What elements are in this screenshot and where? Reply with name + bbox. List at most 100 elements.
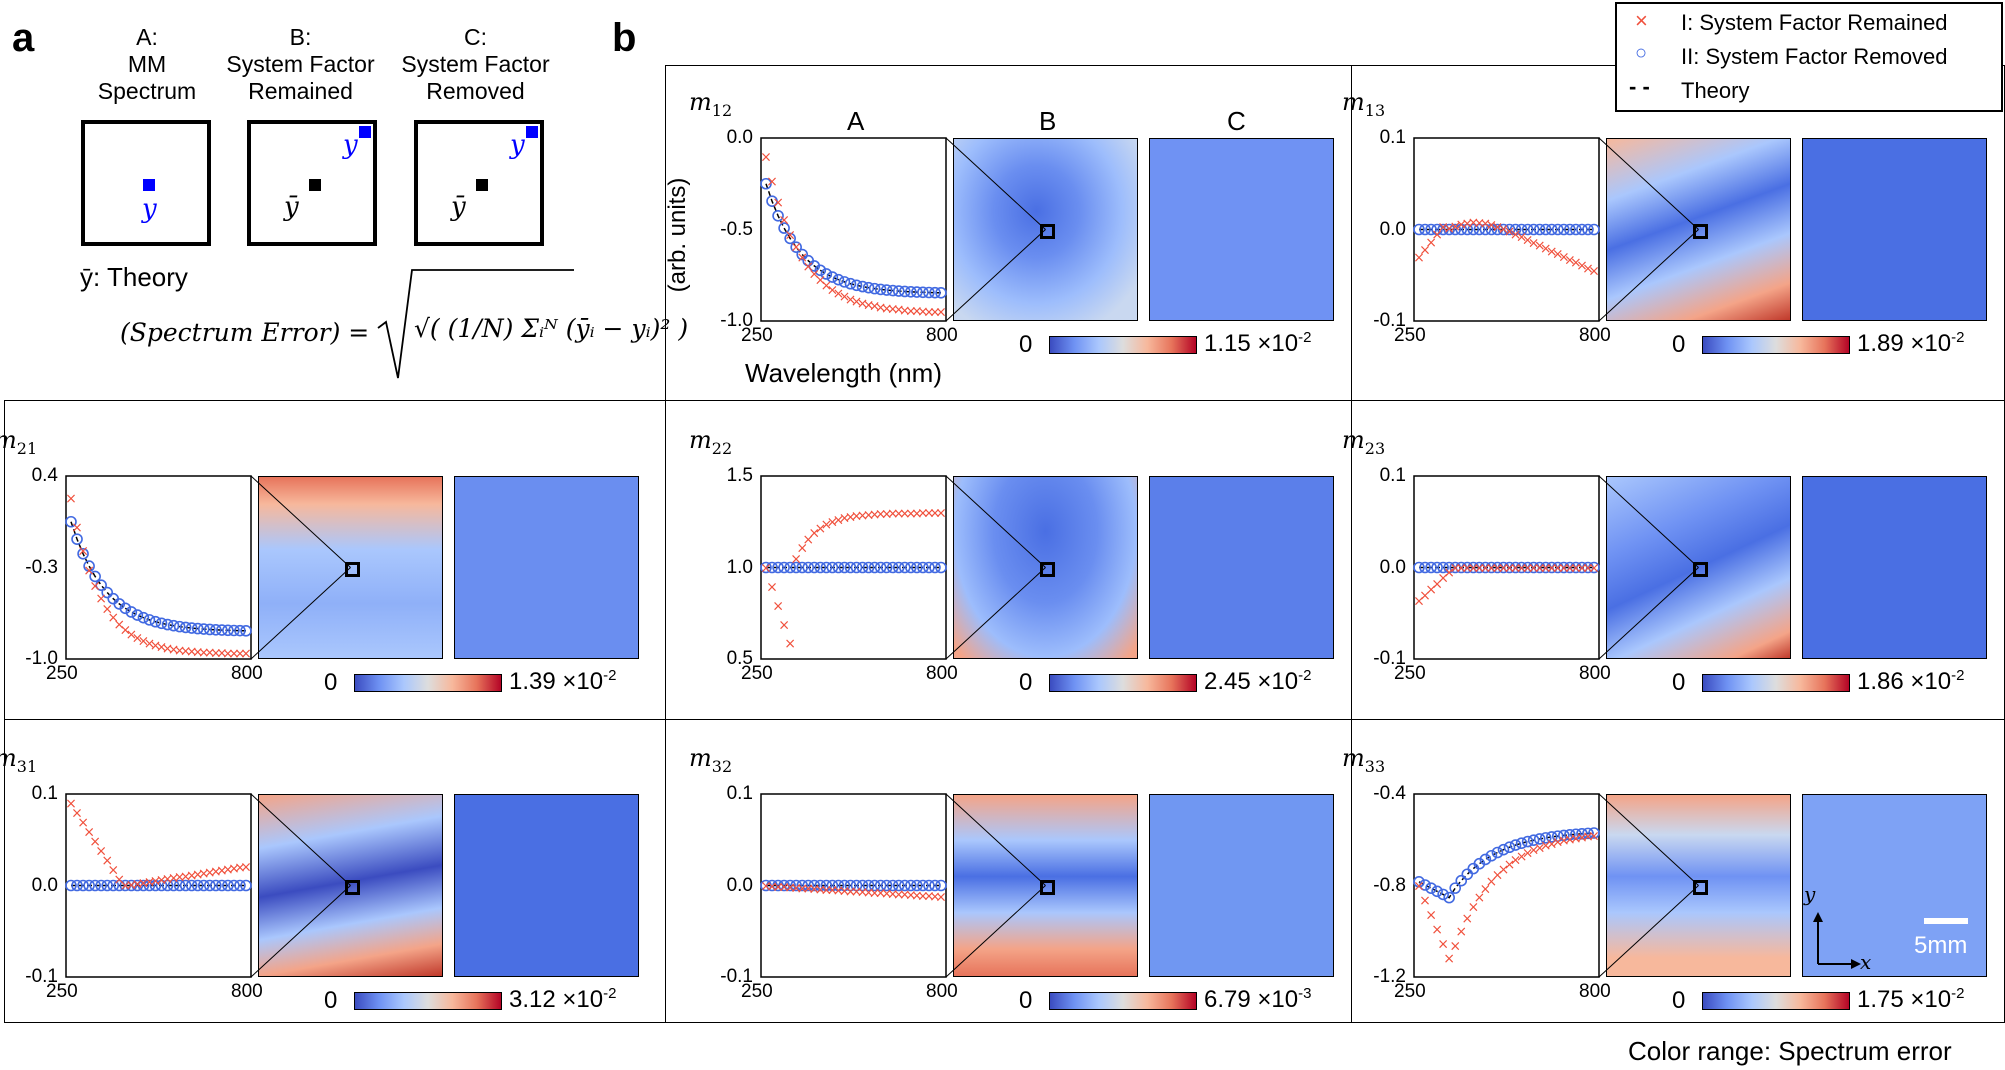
removed-point [179,879,192,892]
col-b-label: B: System Factor Remained [226,24,375,104]
remained-point: × [784,227,796,243]
removed-point [911,286,923,298]
remained-point: × [1486,217,1498,233]
removed-point [886,284,899,297]
removed-point [149,615,162,628]
remained-point: × [1558,561,1570,577]
remained-point: × [1552,561,1564,577]
remained-point: × [820,517,832,533]
theory-point-icon [309,179,321,191]
spectrum-plot: ×××××××××××××××××××××××××××××× [1413,475,1600,660]
remained-point: × [808,882,820,898]
removed-point [1437,888,1449,901]
removed-point [874,561,887,574]
remained-point: × [1552,835,1564,851]
removed-point [197,623,210,635]
error-map-removed [1149,794,1334,977]
colorbar [354,992,502,1010]
sample-point-marker [1692,223,1708,239]
zoom-line [1598,229,1699,322]
x-tick-label: 800 [231,663,263,684]
sample-point-marker [1692,879,1708,895]
remained-point: × [1498,862,1510,878]
removed-point [83,879,95,892]
zoom-line [250,567,351,660]
y-tick-label: 0.4 [31,465,58,486]
theory-var: ȳ [284,192,299,222]
remained-point: × [132,876,144,892]
removed-point [1479,223,1492,236]
removed-point [838,561,851,574]
removed-point [1545,223,1558,236]
removed-point [766,879,778,892]
removed-point [65,515,77,528]
removed-point [240,879,252,892]
removed-point [911,879,923,892]
removed-point [784,561,796,574]
colorbar-max: 1.89 ×10-2 [1857,329,1965,357]
remained-point: × [71,806,83,822]
removed-point [1509,839,1522,851]
removed-point [886,879,899,892]
removed-point [234,624,246,637]
removed-point [862,561,875,574]
removed-point [1551,223,1564,236]
remained-point: × [869,507,881,523]
remained-point: × [1498,221,1510,237]
removed-point [1521,223,1534,236]
sample-point-marker [344,561,360,577]
removed-point [1491,846,1504,859]
colorbar [1049,674,1197,692]
system-factor-remained-box: y ȳ [247,120,377,246]
removed-point [197,879,210,892]
remained-point: × [875,300,887,316]
y-tick-label: -0.5 [720,218,753,240]
zoom-line [945,137,1046,230]
removed-point [101,586,114,599]
error-map-removed [1149,476,1334,659]
remained-point: × [778,212,790,228]
remained-point: × [808,266,820,282]
remained-point: × [1522,232,1534,248]
remained-point: × [760,879,772,895]
error-map-removed [1149,138,1334,321]
removed-point [1461,223,1474,236]
remained-point: × [833,286,845,302]
y-tick-label: -0.1 [1373,310,1406,331]
removed-point [1551,561,1564,574]
theory-line [70,521,247,632]
xy-axes-icon [1813,912,1861,969]
remained-point: × [1480,881,1492,897]
removed-point [905,561,917,574]
remained-point: × [851,294,863,310]
remained-point: × [1449,219,1461,235]
remained-point: × [881,886,893,902]
theory-var: ȳ [451,192,466,222]
remained-point: × [917,888,929,904]
sqrt-sign-icon [377,269,574,379]
remained-point: × [1546,561,1558,577]
removed-point [1527,834,1540,846]
removed-point [856,879,869,892]
remained-point: × [857,296,869,312]
colorbar-min: 0 [324,669,338,696]
colorbar-max: 2.45 ×10-2 [1204,667,1312,695]
remained-point: × [766,879,778,895]
removed-point [1509,223,1522,236]
x-tick-label: 250 [741,663,773,684]
sample-point-marker [1039,879,1055,895]
formula-rhs: √( (1/N) Σᵢᴺ (ȳᵢ − yᵢ)² ) [414,314,689,343]
remained-point: × [1510,227,1522,243]
removed-point [1425,561,1437,574]
spectrum-plot: ×××××××××××××××××××××××××××××× [1413,137,1600,322]
remained-point: × [814,882,826,898]
y-tick-label: -0.4 [1373,783,1406,804]
remained-point: × [1540,838,1552,854]
removed-point [868,282,881,295]
remained-point: × [905,303,917,319]
remained-point: × [1516,230,1528,246]
removed-point [1539,223,1552,236]
removed-point [191,622,204,635]
zoom-lines [945,475,1046,660]
x-tick-label: 250 [46,663,78,684]
